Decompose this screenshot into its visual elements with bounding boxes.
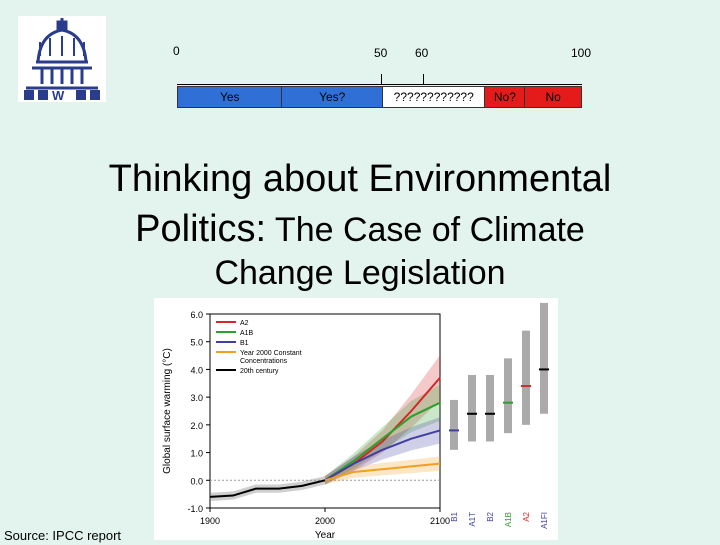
series-line: [209, 479, 326, 498]
slide-title-case: The Case of Climate: [266, 211, 585, 249]
scale-tick-0: 0: [173, 44, 180, 58]
x-tick-label: 2000: [315, 516, 335, 526]
scale-tick-mark-50: [381, 74, 382, 84]
scale-tick-50: 50: [374, 46, 388, 60]
scale-segment-yes: Yes: [178, 87, 283, 107]
y-tick-label: -1.0: [187, 504, 203, 514]
series-line: [324, 462, 441, 482]
range-bar-label: B1: [450, 511, 459, 521]
range-bar: [540, 302, 548, 414]
scale-segment-no-label: No: [545, 90, 561, 104]
slide-title-politics: Politics:: [135, 208, 267, 250]
range-bar-label: B2: [486, 511, 495, 521]
uncertainty-band: [325, 456, 440, 485]
scale-segment-yes-maybe: Yes?: [282, 87, 383, 107]
series-line: [324, 401, 441, 482]
source-note: Source: IPCC report: [4, 528, 122, 543]
x-axis-label: Year: [315, 530, 336, 540]
legend-entry-line2: Concentrations: [240, 358, 288, 365]
range-bar-label: A1B: [504, 512, 513, 527]
slide-title-line3: Change Legislation: [214, 254, 506, 292]
range-bar: [450, 399, 458, 450]
slide-title-line2: Politics: The Case of Climate: [60, 208, 660, 251]
y-tick-label: 0.0: [190, 476, 203, 486]
scale-segment-no-maybe: No?: [485, 87, 526, 107]
scale-tick-mark-60: [423, 74, 424, 84]
y-tick-label: 1.0: [190, 449, 203, 459]
range-bar: [522, 330, 530, 425]
capitol-logo: W: [18, 16, 106, 103]
slide-title-line1: Thinking about Environmental: [108, 158, 612, 200]
range-bar: [504, 358, 512, 434]
y-tick-label: 2.0: [190, 421, 203, 431]
scale-segment-yes-maybe-label: Yes?: [319, 90, 346, 104]
y-tick-label: 3.0: [190, 393, 203, 403]
scale-segment-yes-label: Yes: [219, 90, 240, 104]
opinion-scale-bar: Yes Yes? ???????????? No? No: [177, 86, 582, 108]
range-bar-label: A2: [522, 511, 531, 521]
y-tick-label: 5.0: [190, 338, 203, 348]
range-bar: [468, 374, 476, 442]
range-bar: [486, 374, 494, 442]
legend-entry: A2: [240, 320, 249, 327]
scale-segment-unknown-label: ????????????: [393, 90, 474, 104]
scale-baseline: [177, 84, 582, 85]
chart-svg: -1.0 0.0 1.0 2.0 3.0 4.0 5.0 6.0 1900 2000 2100 Yea…: [162, 302, 549, 541]
legend-entry: A1B: [240, 330, 254, 337]
range-bar-label: A1T: [468, 512, 477, 527]
legend-entry: B1: [240, 340, 249, 347]
scale-tick-100: 100: [571, 46, 592, 60]
y-tick-label: 4.0: [190, 365, 203, 375]
scale-segment-unknown: ????????????: [382, 87, 486, 107]
scale-segment-no-maybe-label: No?: [493, 90, 516, 104]
svg-text:W: W: [52, 88, 65, 102]
series-line: [324, 429, 441, 482]
y-axis-label: Global surface warming (°C): [162, 348, 173, 474]
scale-segment-no: No: [525, 87, 581, 107]
legend-entry: Year 2000 Constant Concentrations: [240, 350, 302, 365]
ipcc-warming-chart: -1.0 0.0 1.0 2.0 3.0 4.0 5.0 6.0 1900 2000 2100 Yea…: [154, 298, 558, 541]
y-tick-label: 6.0: [190, 310, 203, 320]
legend-entry: 20th century: [240, 368, 279, 375]
x-tick-label: 1900: [200, 516, 220, 526]
x-tick-label: 2100: [430, 516, 450, 526]
scale-tick-60: 60: [415, 46, 429, 60]
legend-entry-line1: Year 2000 Constant: [240, 350, 302, 357]
range-bar-label: A1FI: [540, 512, 549, 529]
